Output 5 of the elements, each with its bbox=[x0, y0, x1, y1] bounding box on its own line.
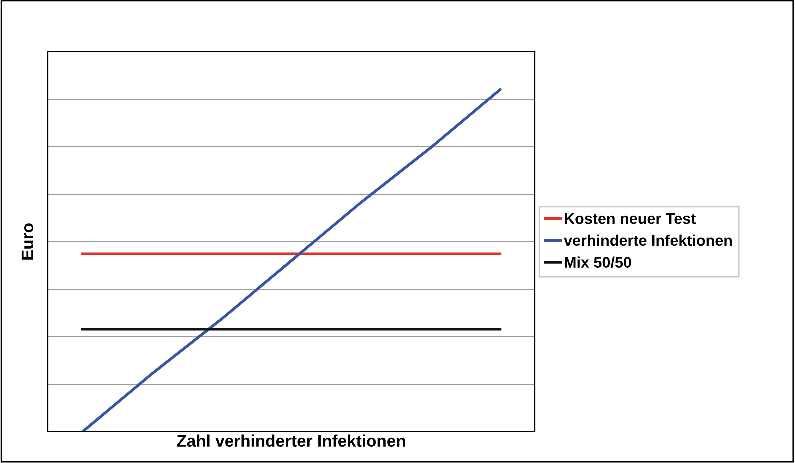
legend-label: verhinderte Infektionen bbox=[564, 234, 732, 246]
legend-label: Mix 50/50 bbox=[565, 256, 632, 268]
legend-label: Kosten neuer Test bbox=[565, 214, 696, 224]
x-axis-title: Zahl verhinderter Infektionen bbox=[177, 434, 406, 448]
y-axis-title: Euro bbox=[22, 224, 34, 260]
